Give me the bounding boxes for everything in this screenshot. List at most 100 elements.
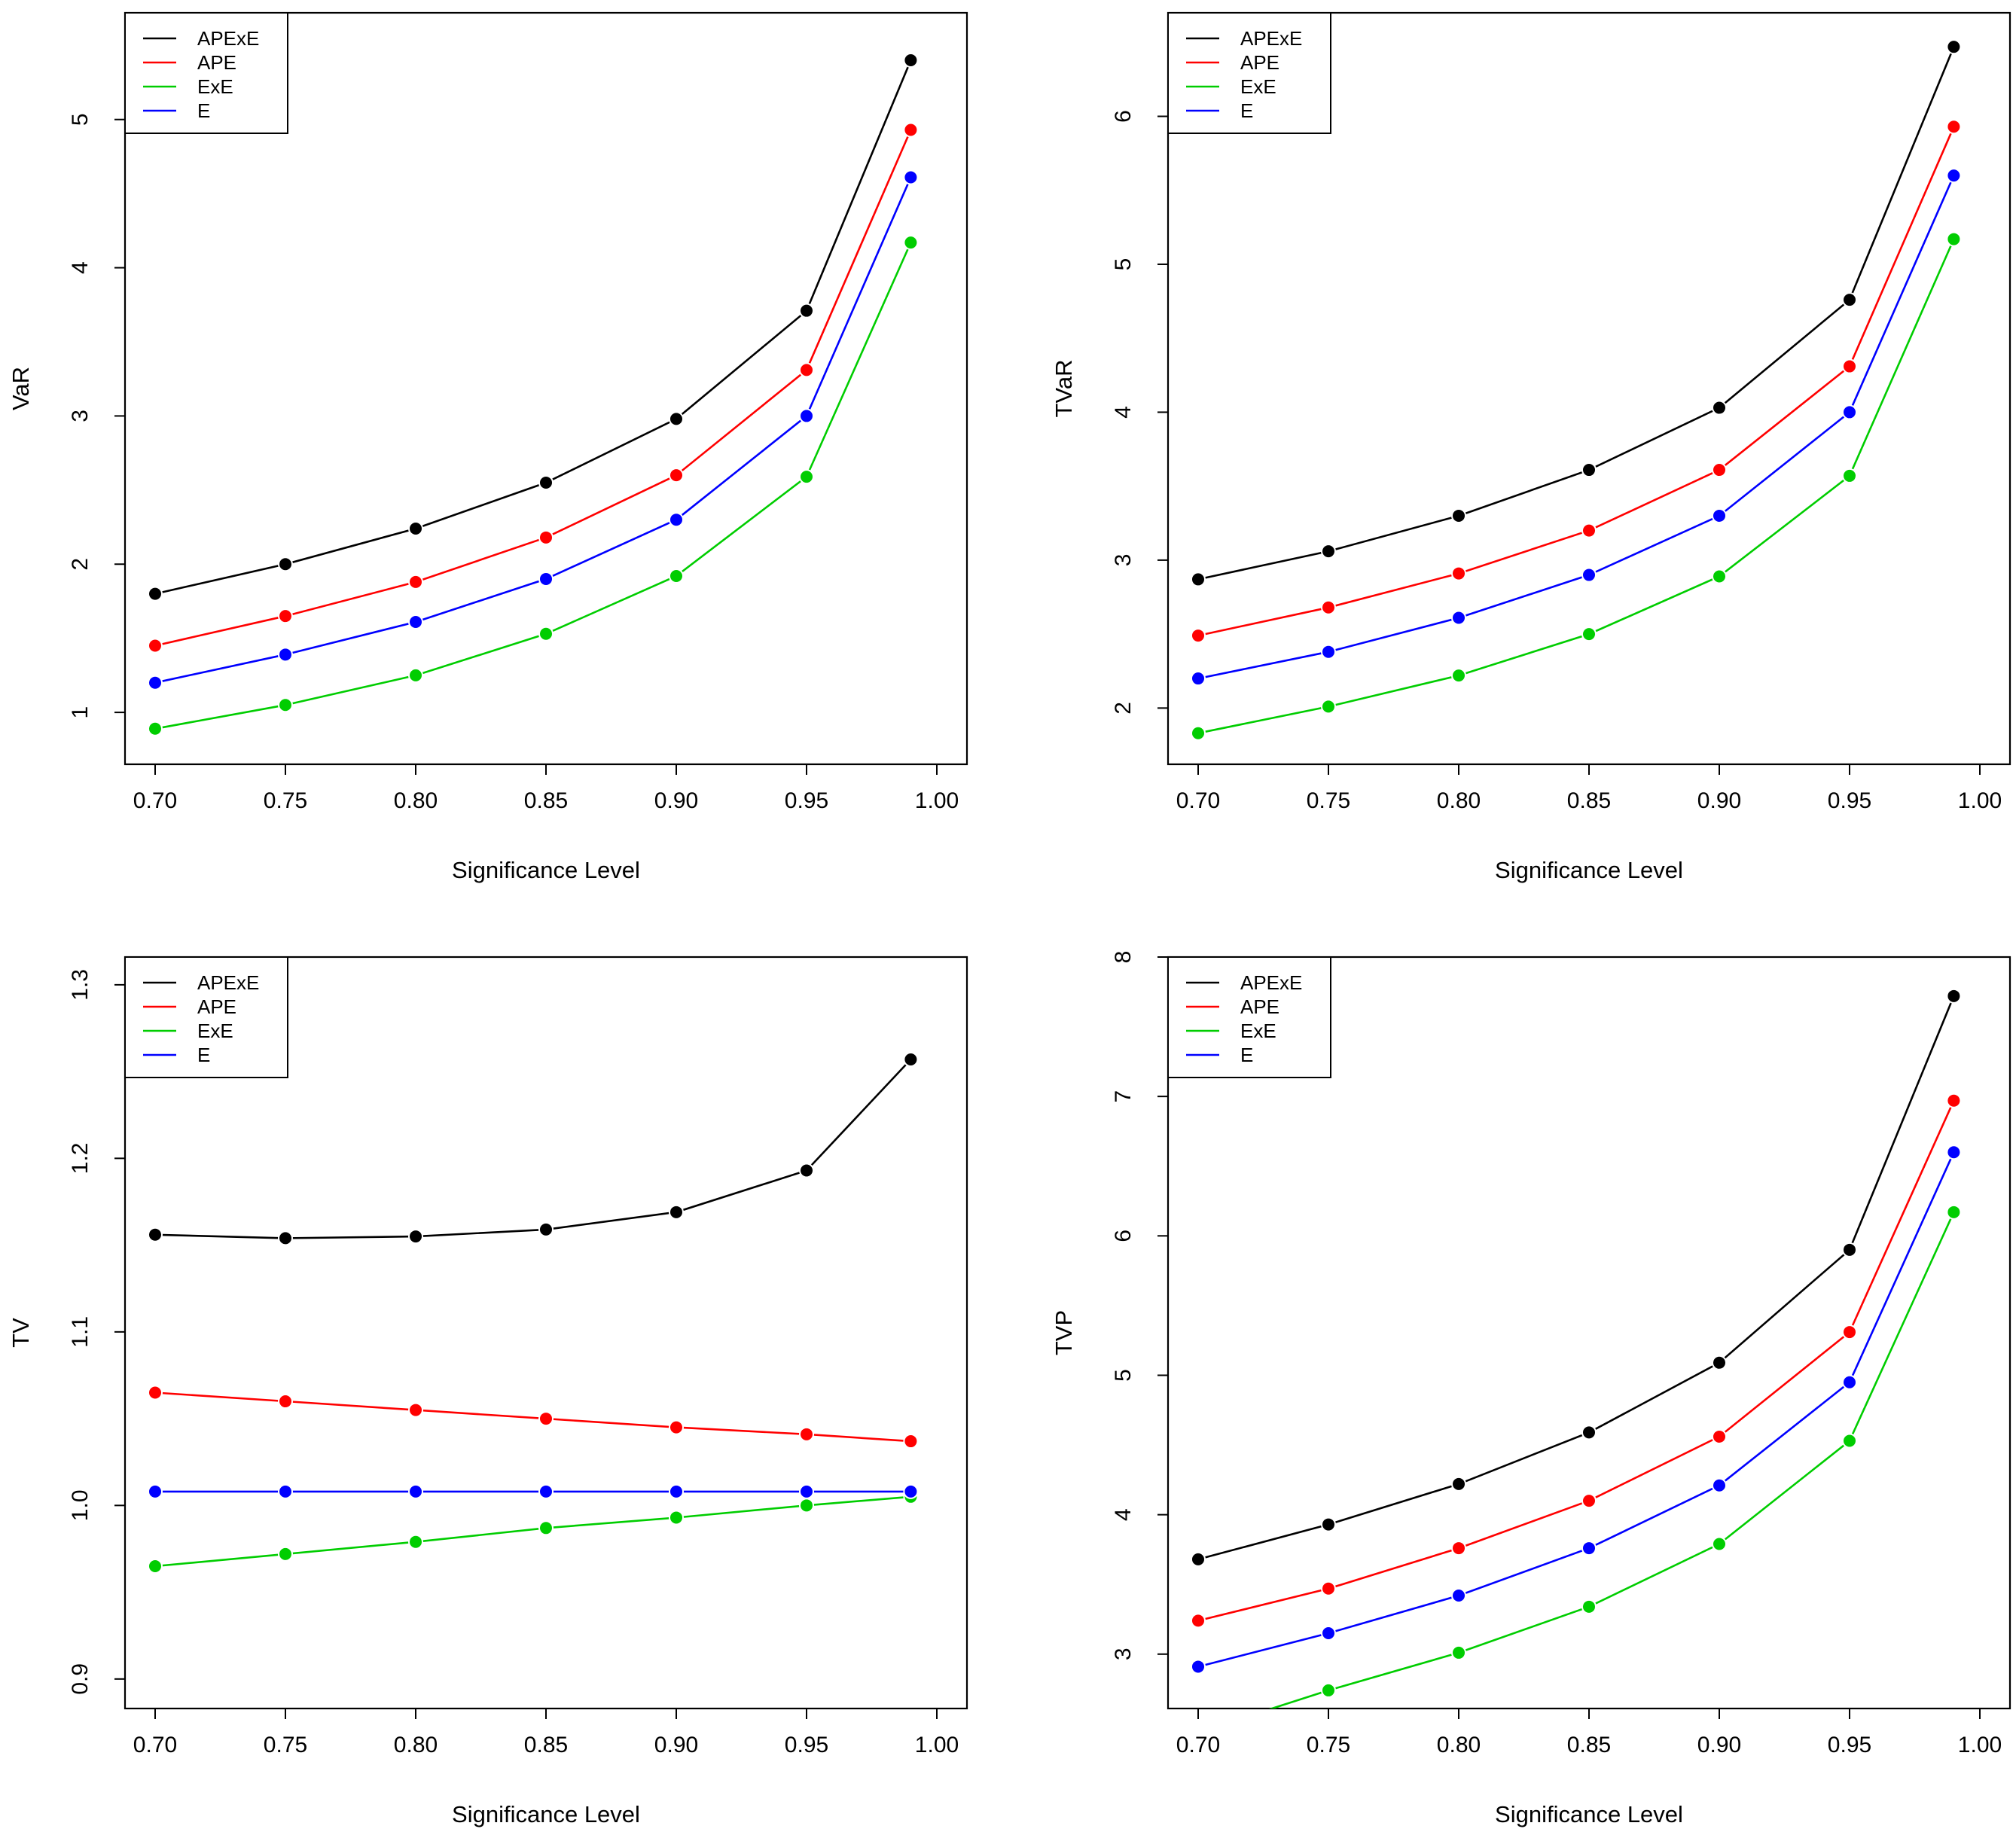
data-point: [1947, 233, 1960, 245]
series-ape: [148, 122, 919, 654]
data-point: [1844, 360, 1856, 373]
series-e: [1191, 1145, 1962, 1675]
x-tick-label: 0.80: [394, 788, 438, 813]
data-point: [801, 364, 813, 376]
data-point: [279, 610, 291, 623]
data-point: [1947, 169, 1960, 182]
data-point: [149, 639, 161, 652]
plot-area: [1191, 39, 1962, 741]
data-point: [279, 558, 291, 571]
data-point: [801, 1428, 813, 1440]
data-point: [904, 1435, 917, 1448]
y-tick-label: 8: [1111, 951, 1136, 964]
legend-item-apexe: APExE: [1186, 971, 1302, 994]
data-point: [1583, 1542, 1595, 1555]
data-point: [904, 53, 917, 66]
data-point: [801, 410, 813, 422]
x-tick-label: 0.85: [524, 788, 568, 813]
data-point: [1322, 700, 1334, 713]
y-axis-label: TVP: [1051, 1310, 1077, 1355]
data-point: [540, 1223, 552, 1236]
x-tick-label: 0.95: [785, 1733, 828, 1757]
data-point: [410, 523, 422, 535]
data-point: [1192, 1660, 1204, 1673]
legend-label: ExE: [197, 1020, 233, 1042]
data-point: [1453, 567, 1465, 580]
data-point: [670, 570, 682, 583]
data-point: [1844, 294, 1856, 306]
data-point: [670, 413, 682, 425]
data-point: [149, 676, 161, 689]
legend-label: APExE: [197, 27, 259, 50]
legend-item-exe: ExE: [1186, 1020, 1276, 1042]
data-point: [1713, 401, 1725, 414]
series-apexe: [1191, 39, 1962, 587]
data-point: [1947, 989, 1960, 1002]
legend-box: [124, 956, 288, 1078]
series-exe: [1191, 231, 1962, 741]
data-point: [410, 575, 422, 588]
x-tick-label: 0.90: [1697, 1733, 1741, 1757]
data-point: [540, 476, 552, 489]
y-tick-label: 4: [1111, 406, 1136, 419]
data-point: [1583, 464, 1595, 477]
data-point: [1713, 570, 1725, 583]
data-point: [1453, 669, 1465, 682]
data-point: [279, 648, 291, 661]
data-point: [1583, 1426, 1595, 1439]
data-point: [279, 1485, 291, 1498]
legend-label: ExE: [1240, 1020, 1276, 1042]
x-tick-label: 0.85: [1567, 1733, 1611, 1757]
series-e: [148, 1483, 919, 1499]
data-point: [410, 1485, 422, 1498]
data-point: [904, 171, 917, 184]
data-point: [1844, 1326, 1856, 1339]
data-point: [1192, 672, 1204, 685]
data-point: [1947, 1206, 1960, 1218]
data-point: [1583, 1600, 1595, 1613]
data-point: [1844, 1243, 1856, 1256]
data-point: [1453, 1477, 1465, 1490]
y-tick-label: 1.0: [68, 1489, 93, 1521]
y-tick-label: 5: [1111, 258, 1136, 271]
data-point: [279, 699, 291, 712]
data-point: [1713, 1538, 1725, 1550]
y-tick-label: 5: [68, 113, 93, 126]
y-axis-label: VaR: [8, 367, 34, 410]
data-point: [1192, 573, 1204, 586]
data-point: [1844, 469, 1856, 482]
data-point: [904, 236, 917, 249]
legend-label: APExE: [1240, 971, 1302, 994]
data-point: [801, 1499, 813, 1512]
data-point: [1453, 1542, 1465, 1555]
data-point: [670, 1421, 682, 1434]
legend-item-exe: ExE: [143, 1020, 233, 1042]
data-point: [1844, 1434, 1856, 1447]
x-tick-label: 0.90: [654, 788, 698, 813]
data-point: [279, 1232, 291, 1245]
data-point: [1322, 545, 1334, 558]
data-point: [1322, 601, 1334, 614]
legend-item-e: E: [1186, 99, 1253, 122]
data-point: [149, 1485, 161, 1498]
plot-area: [148, 52, 919, 736]
data-point: [904, 1485, 917, 1498]
x-tick-label: 1.00: [1958, 788, 2002, 813]
x-tick-label: 1.00: [1958, 1733, 2002, 1757]
data-point: [670, 1485, 682, 1498]
x-tick-label: 0.70: [133, 788, 177, 813]
data-point: [1713, 1356, 1725, 1369]
y-tick-label: 3: [1111, 554, 1136, 567]
legend-item-apexe: APExE: [143, 27, 259, 50]
data-point: [1322, 1627, 1334, 1640]
data-point: [904, 123, 917, 136]
x-tick-label: 0.85: [524, 1733, 568, 1757]
x-axis-label: Significance Level: [1495, 857, 1683, 883]
data-point: [1713, 1479, 1725, 1492]
data-point: [540, 1413, 552, 1425]
x-tick-label: 0.75: [1307, 1733, 1350, 1757]
legend-item-ape: APE: [1186, 51, 1279, 74]
